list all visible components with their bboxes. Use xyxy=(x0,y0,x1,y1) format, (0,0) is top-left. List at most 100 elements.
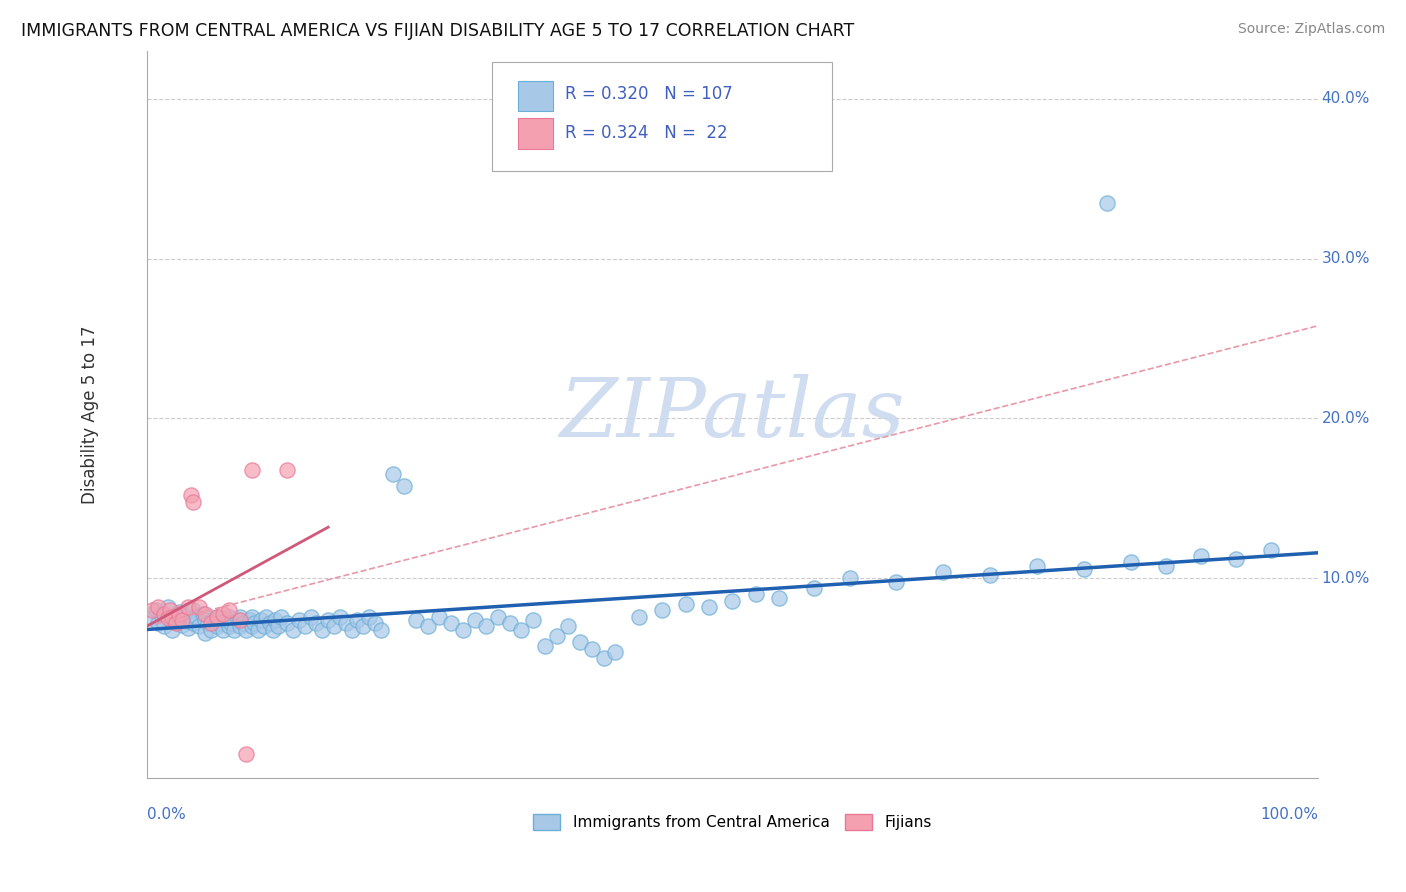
Legend: Immigrants from Central America, Fijians: Immigrants from Central America, Fijians xyxy=(527,808,938,836)
Text: 20.0%: 20.0% xyxy=(1322,411,1369,426)
Point xyxy=(232,616,254,631)
Point xyxy=(581,641,603,656)
Point xyxy=(159,609,181,624)
Point xyxy=(1154,558,1177,573)
Point xyxy=(651,603,673,617)
Point xyxy=(838,571,860,585)
Point xyxy=(1026,558,1049,573)
Point xyxy=(979,568,1001,582)
Point xyxy=(246,623,269,637)
Point xyxy=(697,600,720,615)
Point xyxy=(162,623,184,637)
Point xyxy=(270,609,292,624)
Point xyxy=(183,494,205,508)
Text: Source: ZipAtlas.com: Source: ZipAtlas.com xyxy=(1237,22,1385,37)
Point xyxy=(499,616,522,631)
Point xyxy=(768,591,790,605)
Point xyxy=(184,609,207,624)
Point xyxy=(235,623,257,637)
Point xyxy=(1073,562,1095,576)
Point xyxy=(173,608,195,623)
Point xyxy=(148,616,170,631)
Text: 0.0%: 0.0% xyxy=(146,807,186,822)
Point xyxy=(316,613,339,627)
Point xyxy=(440,616,463,631)
Point xyxy=(165,615,187,629)
Point xyxy=(169,607,191,621)
Point xyxy=(194,613,217,627)
FancyBboxPatch shape xyxy=(517,119,553,149)
Point xyxy=(240,462,263,476)
Point xyxy=(156,600,179,615)
Point xyxy=(534,639,557,653)
Point xyxy=(1260,542,1282,557)
Point xyxy=(281,623,304,637)
Point xyxy=(288,613,311,627)
Point xyxy=(359,609,381,624)
Point xyxy=(522,613,544,627)
Point xyxy=(149,607,172,621)
Point xyxy=(218,603,240,617)
Point xyxy=(299,609,322,624)
Text: ZIPatlas: ZIPatlas xyxy=(560,375,905,454)
Point xyxy=(141,611,163,625)
Point xyxy=(148,600,170,615)
Point xyxy=(205,609,228,624)
Point xyxy=(170,613,193,627)
Point xyxy=(215,613,238,627)
Point xyxy=(235,747,257,762)
Point xyxy=(546,629,568,643)
FancyBboxPatch shape xyxy=(517,80,553,112)
Point xyxy=(208,616,231,631)
Point xyxy=(141,603,163,617)
Point xyxy=(153,619,176,633)
Point xyxy=(176,600,198,615)
Point xyxy=(183,616,205,631)
Point xyxy=(226,613,249,627)
Point xyxy=(211,623,233,637)
Point xyxy=(253,619,276,633)
Point xyxy=(191,607,214,621)
Point xyxy=(557,619,579,633)
Point xyxy=(240,609,263,624)
Point xyxy=(294,619,316,633)
Point xyxy=(180,488,202,502)
Point xyxy=(486,609,509,624)
Point xyxy=(197,616,219,631)
Point xyxy=(159,603,181,617)
Point xyxy=(627,609,650,624)
Text: Disability Age 5 to 17: Disability Age 5 to 17 xyxy=(82,326,100,504)
Point xyxy=(243,616,266,631)
Point xyxy=(276,616,298,631)
Point xyxy=(364,616,387,631)
Point xyxy=(886,574,908,589)
Point xyxy=(200,616,222,631)
Point xyxy=(381,467,404,482)
Point xyxy=(218,619,240,633)
Point xyxy=(416,619,439,633)
Point xyxy=(370,623,392,637)
Point xyxy=(145,603,167,617)
Point xyxy=(262,623,284,637)
Point xyxy=(194,607,217,621)
Point xyxy=(229,613,252,627)
Point xyxy=(211,607,233,621)
Point xyxy=(224,623,246,637)
Text: IMMIGRANTS FROM CENTRAL AMERICA VS FIJIAN DISABILITY AGE 5 TO 17 CORRELATION CHA: IMMIGRANTS FROM CENTRAL AMERICA VS FIJIA… xyxy=(21,22,855,40)
Point xyxy=(200,623,222,637)
Point xyxy=(394,478,416,492)
Point xyxy=(176,621,198,635)
Point xyxy=(169,605,191,619)
Point xyxy=(254,609,277,624)
Point xyxy=(340,623,363,637)
Point xyxy=(229,609,252,624)
Point xyxy=(205,619,228,633)
Point xyxy=(205,609,228,624)
Point xyxy=(264,613,287,627)
Point xyxy=(675,597,697,611)
Point xyxy=(464,613,486,627)
Point xyxy=(405,613,427,627)
FancyBboxPatch shape xyxy=(492,62,832,170)
Point xyxy=(188,619,211,633)
Text: 40.0%: 40.0% xyxy=(1322,91,1369,106)
